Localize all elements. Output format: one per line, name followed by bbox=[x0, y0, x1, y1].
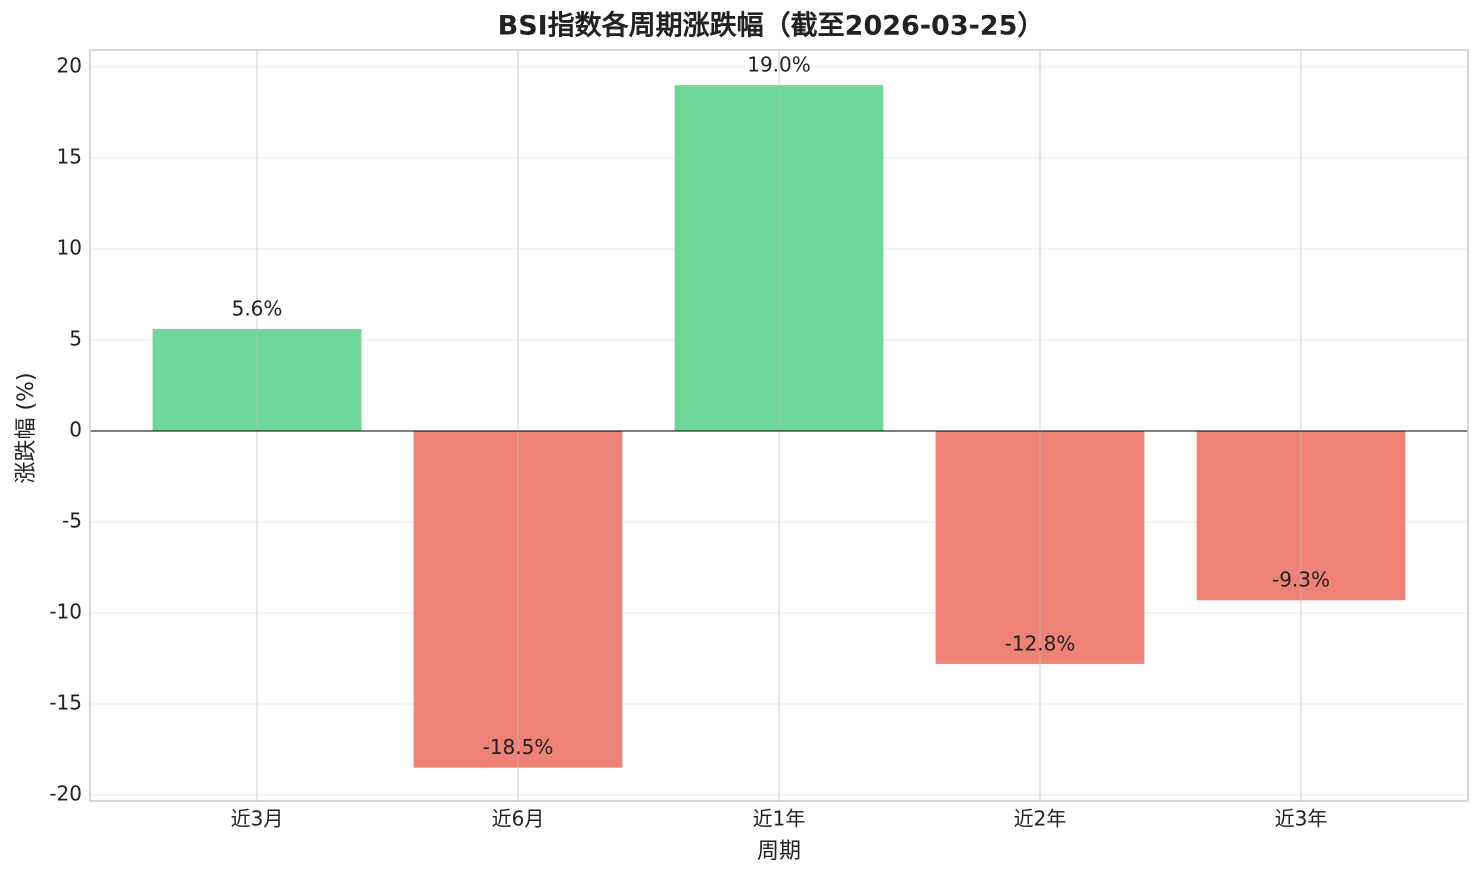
plot-frame bbox=[89, 49, 1469, 802]
x-tick-label: 近3月 bbox=[231, 807, 284, 831]
x-tick-label: 近1年 bbox=[753, 807, 806, 831]
y-tick-label: 5 bbox=[69, 326, 82, 350]
chart-title: BSI指数各周期涨跌幅（截至2026-03-25） bbox=[498, 10, 1045, 42]
value-label: -9.3% bbox=[1272, 568, 1330, 592]
value-label: -18.5% bbox=[483, 735, 554, 759]
value-label: -12.8% bbox=[1005, 631, 1076, 655]
x-tick-label: 近6月 bbox=[492, 807, 545, 831]
y-tick-label: -20 bbox=[49, 781, 82, 805]
y-tick-label: 10 bbox=[57, 235, 82, 259]
x-tick-label: 近3年 bbox=[1275, 807, 1328, 831]
value-label: 19.0% bbox=[747, 53, 811, 77]
y-tick-label: 15 bbox=[57, 144, 82, 168]
x-tick-label: 近2年 bbox=[1014, 807, 1067, 831]
value-label: 5.6% bbox=[232, 297, 283, 321]
x-axis-label: 周期 bbox=[757, 839, 801, 864]
y-tick-label: 20 bbox=[57, 53, 82, 77]
y-axis-label: 涨跌幅 (%) bbox=[14, 372, 39, 483]
y-tick-label: -10 bbox=[49, 599, 82, 623]
y-tick-label: -5 bbox=[62, 508, 82, 532]
y-tick-label: -15 bbox=[49, 690, 82, 714]
y-tick-label: 0 bbox=[69, 417, 82, 441]
